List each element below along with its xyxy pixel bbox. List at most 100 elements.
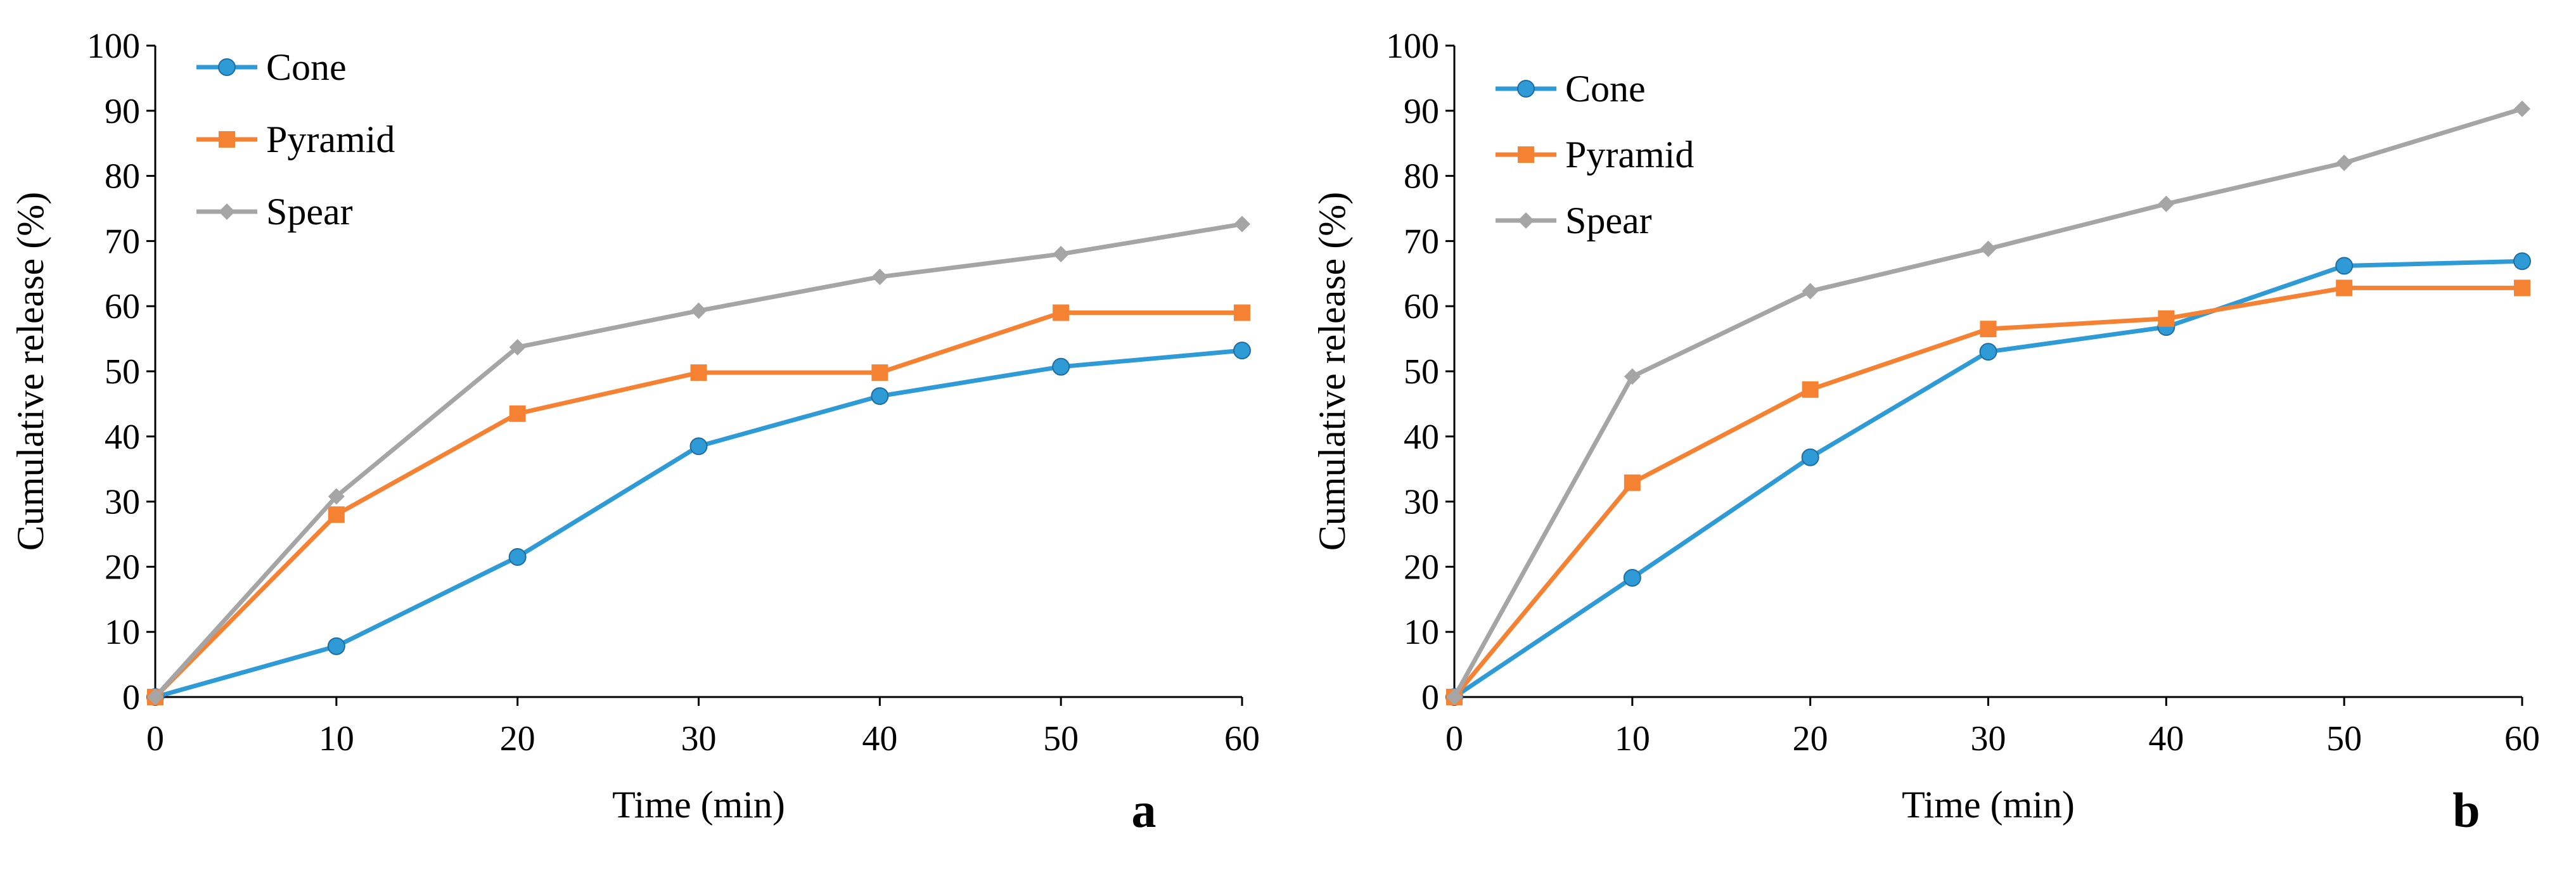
y-tick-label: 0 [1421, 678, 1439, 717]
x-axis-title: Time (min) [612, 784, 785, 826]
x-tick-label: 0 [146, 719, 164, 758]
x-tick-label: 30 [681, 719, 717, 758]
x-axis-title: Time (min) [1902, 784, 2075, 826]
y-tick-label: 30 [105, 483, 140, 522]
series-spear [1446, 100, 2530, 705]
data-point [1980, 240, 1997, 257]
x-tick-label: 10 [1615, 719, 1650, 758]
data-point [871, 268, 888, 285]
chart-panel-a: 0 10 20 30 40 50 60 70 80 90 100 0 10 20 30 40 50 60 Time … [10, 27, 1260, 838]
data-point [2336, 155, 2353, 172]
legend-label: Cone [266, 46, 347, 88]
y-axis-title: Cumulative release (%) [1311, 192, 1353, 551]
y-tick-label: 80 [105, 157, 140, 196]
legend-item-spear: Spear [1496, 200, 1652, 241]
data-point [2336, 279, 2353, 297]
data-point [2158, 195, 2175, 212]
legend-item-pyramid: Pyramid [1496, 134, 1694, 176]
data-point [689, 437, 708, 456]
data-point [2158, 310, 2175, 327]
y-axis-title: Cumulative release (%) [10, 192, 51, 551]
x-tick-label: 10 [319, 719, 354, 758]
x-tick-label: 50 [1043, 719, 1079, 758]
y-tick-label: 40 [105, 418, 140, 457]
series-pyramid [147, 304, 1250, 705]
data-point [1980, 321, 1997, 338]
data-point [1802, 381, 1819, 398]
y-tick-label: 40 [1404, 418, 1439, 457]
data-point [328, 506, 345, 523]
x-tick-label: 20 [500, 719, 535, 758]
data-point [1624, 474, 1641, 491]
y-tick-label: 60 [1404, 287, 1439, 326]
x-tick-label: 50 [2326, 719, 2362, 758]
legend-label: Cone [1565, 68, 1646, 110]
data-point [2335, 257, 2354, 275]
data-point [1053, 245, 1070, 262]
data-point [327, 637, 345, 655]
x-tick-label: 0 [1445, 719, 1463, 758]
x-tick-label: 40 [862, 719, 897, 758]
data-point [508, 547, 527, 566]
x-tick-label: 60 [2504, 719, 2540, 758]
legend-item-cone: Cone [1496, 68, 1646, 110]
y-tick-label: 70 [105, 222, 140, 261]
data-point [1979, 343, 1997, 361]
series-spear [147, 215, 1250, 705]
y-tick-label: 90 [105, 92, 140, 131]
y-tick-label: 50 [1404, 352, 1439, 392]
y-tick-label: 50 [105, 352, 140, 392]
data-point [1234, 215, 1250, 233]
y-tick-label: 60 [105, 287, 140, 326]
data-point [1233, 342, 1251, 360]
legend-marker [1518, 212, 1534, 229]
x-tick-label: 30 [1971, 719, 2006, 758]
y-tick-label: 20 [1404, 547, 1439, 587]
y-tick-label: 100 [87, 27, 140, 66]
data-point [1624, 368, 1641, 385]
series-pyramid [1446, 279, 2530, 705]
y-tick-label: 80 [1404, 157, 1439, 196]
legend-marker [219, 203, 235, 220]
data-point [1802, 283, 1819, 300]
y-tick-label: 0 [122, 678, 140, 717]
legend-marker [1518, 146, 1534, 163]
data-point [147, 689, 163, 705]
data-point [509, 338, 526, 355]
series-line [153, 222, 1243, 699]
x-tick-label: 20 [1793, 719, 1828, 758]
series-line [1452, 106, 2523, 698]
y-tick-label: 90 [1404, 92, 1439, 131]
data-point [1446, 689, 1463, 705]
data-point [1801, 448, 1819, 466]
panel-label: b [2452, 783, 2480, 838]
data-point [871, 387, 889, 406]
legend-marker [219, 131, 235, 148]
legend-label: Pyramid [266, 118, 395, 160]
legend-marker [1517, 80, 1535, 98]
legend-label: Pyramid [1565, 134, 1694, 176]
y-tick-label: 10 [105, 613, 140, 652]
y-tick-label: 20 [105, 547, 140, 587]
chart-panel-b: 0 10 20 30 40 50 60 70 80 90 100 0 10 20 30 40 50 60 Time … [1311, 27, 2540, 838]
data-point [1623, 568, 1641, 587]
series-line [155, 348, 1243, 700]
legend-item-pyramid: Pyramid [196, 118, 395, 160]
panel-label: a [1132, 783, 1157, 838]
y-tick-label: 100 [1386, 27, 1439, 66]
y-tick-label: 70 [1404, 222, 1439, 261]
legend-marker [218, 58, 236, 76]
data-point [690, 364, 707, 381]
legend-item-cone: Cone [196, 46, 347, 88]
data-point [2514, 100, 2530, 117]
y-tick-label: 30 [1404, 483, 1439, 522]
data-point [1052, 357, 1070, 376]
data-point [509, 405, 526, 422]
data-point [328, 488, 345, 505]
data-point [2513, 252, 2531, 271]
x-tick-label: 40 [2148, 719, 2184, 758]
y-tick-label: 10 [1404, 613, 1439, 652]
data-point [690, 302, 707, 319]
data-point [2514, 279, 2530, 297]
